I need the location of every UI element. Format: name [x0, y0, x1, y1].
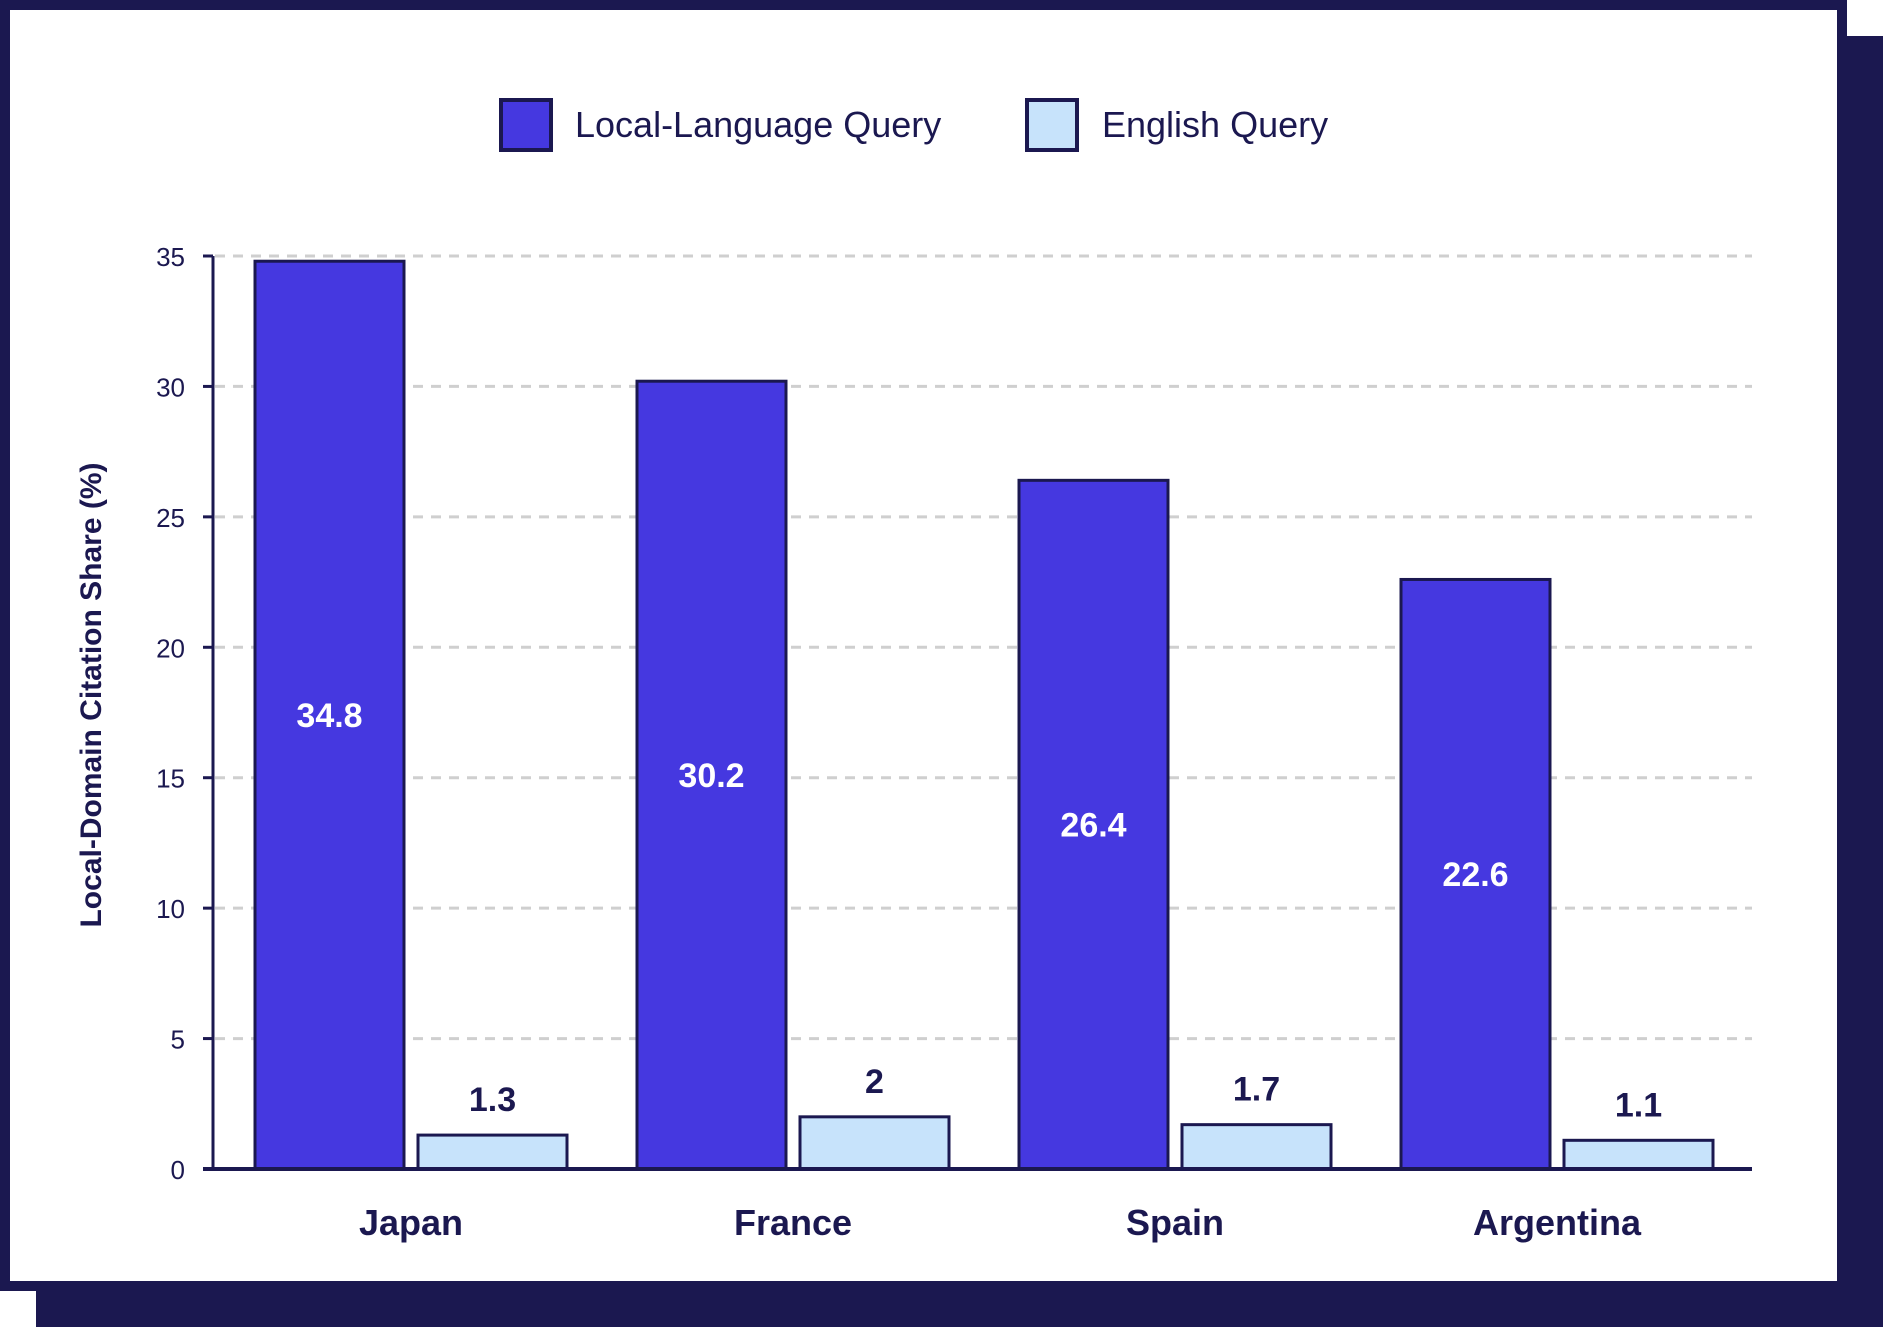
- data-label-local-language-query-spain: 26.4: [1060, 807, 1126, 845]
- data-label-local-language-query-japan: 34.8: [296, 697, 362, 735]
- x-tick-label: Argentina: [1473, 1202, 1642, 1243]
- y-tick-label: 10: [156, 894, 185, 924]
- axes: [203, 256, 1752, 1171]
- bar-english-query-japan: [416, 1133, 569, 1171]
- x-tick-label: France: [734, 1202, 852, 1243]
- y-tick-label: 15: [156, 764, 185, 794]
- y-tick-label: 35: [156, 242, 185, 272]
- y-axis-label: Local-Domain Citation Share (%): [75, 462, 108, 927]
- legend: Local-Language Query English Query: [499, 98, 1328, 152]
- y-tick-label: 5: [171, 1025, 185, 1055]
- y-tick-label: 25: [156, 503, 185, 533]
- legend-swatch-english-query: [1025, 98, 1079, 152]
- y-tick-labels: 0 5 10 15 20 25 30 35: [156, 242, 213, 1185]
- data-label-english-query-japan: 1.3: [469, 1081, 516, 1119]
- bar-local-language-query-spain: [1017, 478, 1170, 1171]
- bar-english-query-argentina: [1562, 1138, 1715, 1171]
- data-label-english-query-argentina: 1.1: [1615, 1086, 1662, 1124]
- data-label-local-language-query-argentina: 22.6: [1442, 856, 1508, 894]
- bar-english-query-france: [798, 1115, 951, 1171]
- y-tick-label: 20: [156, 633, 185, 663]
- y-tick-label: 0: [171, 1155, 185, 1185]
- y-tick-label: 30: [156, 372, 185, 402]
- data-label-local-language-query-france: 30.2: [678, 757, 744, 795]
- data-label-english-query-spain: 1.7: [1233, 1071, 1280, 1109]
- x-tick-label: Spain: [1126, 1202, 1224, 1243]
- bar-english-query-spain: [1180, 1123, 1333, 1171]
- data-label-english-query-france: 2: [865, 1063, 884, 1101]
- bars: [253, 259, 1715, 1171]
- data-labels: 34.8 1.3 30.2 2 26.4 1.7 22.6 1.1: [296, 697, 1662, 1124]
- x-tick-labels: Japan France Spain Argentina: [359, 1202, 1642, 1243]
- legend-label-english-query: English Query: [1102, 104, 1328, 145]
- x-tick-label: Japan: [359, 1202, 463, 1243]
- bar-local-language-query-france: [635, 379, 788, 1171]
- legend-label-local-language-query: Local-Language Query: [575, 104, 941, 145]
- bar-local-language-query-argentina: [1399, 577, 1552, 1171]
- legend-swatch-local-language-query: [499, 98, 553, 152]
- bar-local-language-query-japan: [253, 259, 406, 1171]
